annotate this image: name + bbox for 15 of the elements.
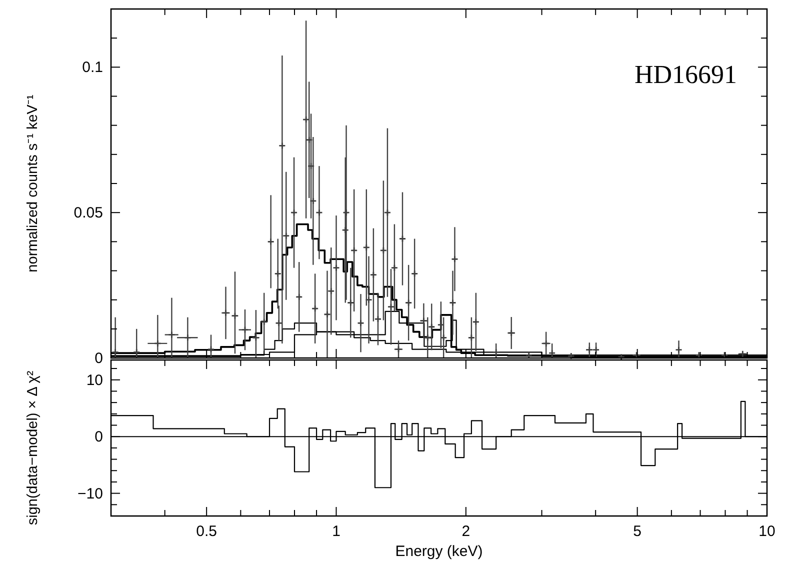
y-axis-title: normalized counts s⁻¹ keV⁻¹: [25, 94, 41, 272]
y-tick-label: 0: [94, 350, 103, 367]
y-tick-label: −10: [78, 485, 103, 502]
y-tick-label: 0.05: [74, 204, 103, 222]
x-tick-label: 5: [633, 523, 642, 540]
x-axis-title: Energy (keV): [395, 543, 483, 560]
x-tick-label: 10: [758, 523, 776, 540]
annotation: HD16691: [634, 60, 737, 89]
y-tick-label: 0: [94, 428, 103, 446]
x-tick-label: 2: [462, 523, 470, 540]
y-axis-title: sign(data−model) × Δ χ²: [25, 370, 41, 526]
x-tick-label: 1: [332, 523, 340, 540]
y-tick-label: 0.1: [82, 59, 103, 76]
y-tick-label: 10: [86, 372, 103, 389]
x-tick-label: 0.5: [196, 523, 217, 540]
